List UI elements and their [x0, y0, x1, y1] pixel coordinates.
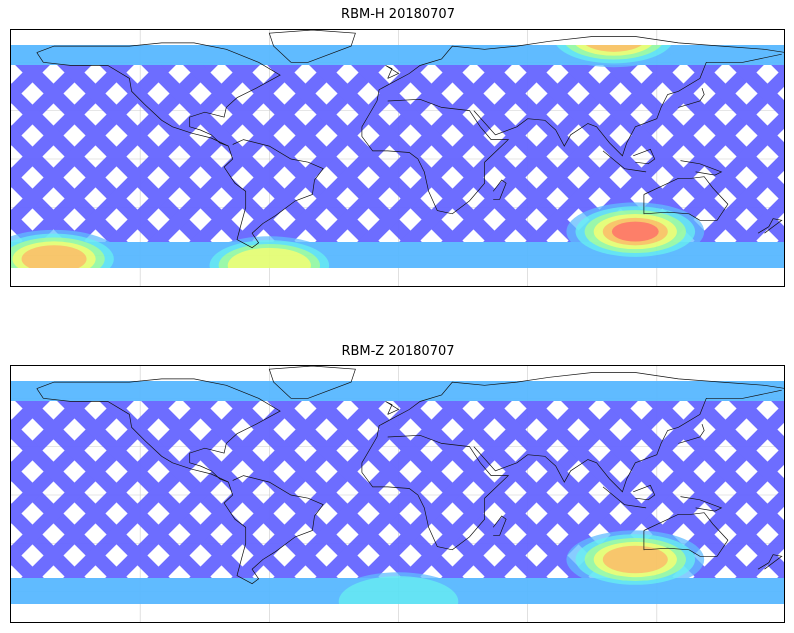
coastline: [223, 475, 324, 585]
coastline: [757, 218, 783, 234]
swath-descending: [378, 45, 611, 268]
swath-descending: [714, 529, 784, 604]
coastline: [678, 87, 705, 108]
hotspot-ring: [585, 45, 642, 52]
swath-descending: [11, 381, 107, 482]
satellite-swaths: [11, 381, 784, 604]
map-frame: [10, 365, 785, 623]
coastline: [678, 423, 705, 444]
coastline: [268, 30, 356, 63]
coastline: [473, 53, 782, 157]
swath-descending: [378, 381, 611, 604]
swath-descending: [168, 45, 401, 268]
swath-ascending: [11, 503, 107, 604]
swath-descending: [168, 381, 401, 604]
coastline: [376, 36, 784, 102]
hotspot-north-pacific: [546, 45, 681, 68]
coastline: [36, 378, 281, 483]
coastline: [492, 515, 507, 536]
swath-ascending: [714, 45, 784, 120]
swath-descending: [294, 45, 527, 268]
swath-descending: [714, 193, 784, 268]
swath-descending: [11, 45, 65, 104]
coastline: [643, 512, 729, 557]
swath-ascending: [672, 381, 784, 498]
hotspot-south-atlantic: [566, 202, 705, 261]
coastline: [602, 150, 647, 173]
hotspot-ring: [227, 247, 311, 268]
coastlines: [36, 30, 784, 249]
swath-descending: [11, 381, 65, 440]
coastline: [36, 388, 229, 483]
coastline: [602, 486, 647, 509]
swath-descending: [672, 151, 784, 268]
swath-descending: [336, 45, 569, 268]
swath-descending: [504, 45, 737, 268]
coastline: [36, 52, 229, 147]
swath-descending: [126, 381, 359, 604]
swath-descending: [336, 381, 569, 604]
swath-ascending: [714, 381, 784, 456]
coastline: [633, 484, 656, 501]
hotspot-ring: [21, 245, 87, 268]
hotspot-ring: [602, 545, 668, 574]
panel-title: RBM-H 20180707: [341, 7, 455, 22]
hotspot-ring: [338, 576, 459, 604]
hotspot-south-atlantic: [566, 530, 705, 589]
coastline: [385, 65, 400, 79]
swath-descending: [420, 381, 653, 604]
swath-descending: [126, 45, 359, 268]
swath-descending: [210, 45, 443, 268]
swath-descending: [252, 45, 485, 268]
swath-descending: [84, 45, 317, 268]
coastline: [268, 366, 356, 399]
swath-descending: [42, 45, 275, 268]
coastline: [385, 401, 400, 415]
coastlines: [36, 366, 784, 585]
north-band: [11, 381, 784, 401]
swath-descending: [210, 381, 443, 604]
swath-descending: [11, 45, 149, 188]
swath-ascending: [11, 545, 65, 604]
map-canvas: [11, 30, 784, 286]
swath-descending: [11, 381, 149, 524]
swath-descending: [294, 381, 527, 604]
hotspot-ring: [611, 221, 659, 242]
swath-descending: [11, 381, 191, 566]
coastline: [633, 148, 656, 165]
satellite-swaths: [11, 45, 784, 268]
coastline: [223, 139, 324, 249]
swath-descending: [672, 487, 784, 604]
swath-descending: [42, 381, 275, 604]
swath-descending: [504, 381, 737, 604]
coastline: [643, 176, 729, 221]
hotspot-southern-ocean: [329, 572, 468, 604]
swath-descending: [11, 45, 191, 230]
swath-descending: [252, 381, 485, 604]
swath-ascending: [672, 45, 784, 162]
coastline: [492, 179, 507, 200]
hotspot-southern-ocean-west: [11, 229, 123, 268]
coastline: [473, 389, 782, 493]
coastline: [361, 98, 510, 215]
map-frame: [10, 29, 785, 287]
panel-title: RBM-Z 20180707: [341, 344, 455, 359]
coastline: [376, 372, 784, 438]
swath-descending: [11, 45, 107, 146]
map-canvas: [11, 366, 784, 622]
coastline: [36, 42, 281, 147]
coastline: [361, 434, 510, 551]
coastline: [680, 160, 723, 176]
swath-descending: [84, 381, 317, 604]
swath-descending: [420, 45, 653, 268]
swath-descending: [11, 381, 233, 604]
swath-descending: [462, 381, 695, 604]
hotspot-southern-ocean-central: [200, 236, 339, 268]
swath-ascending: [11, 209, 65, 268]
coastline: [680, 496, 723, 512]
swath-descending: [462, 45, 695, 268]
coastline: [757, 554, 783, 570]
